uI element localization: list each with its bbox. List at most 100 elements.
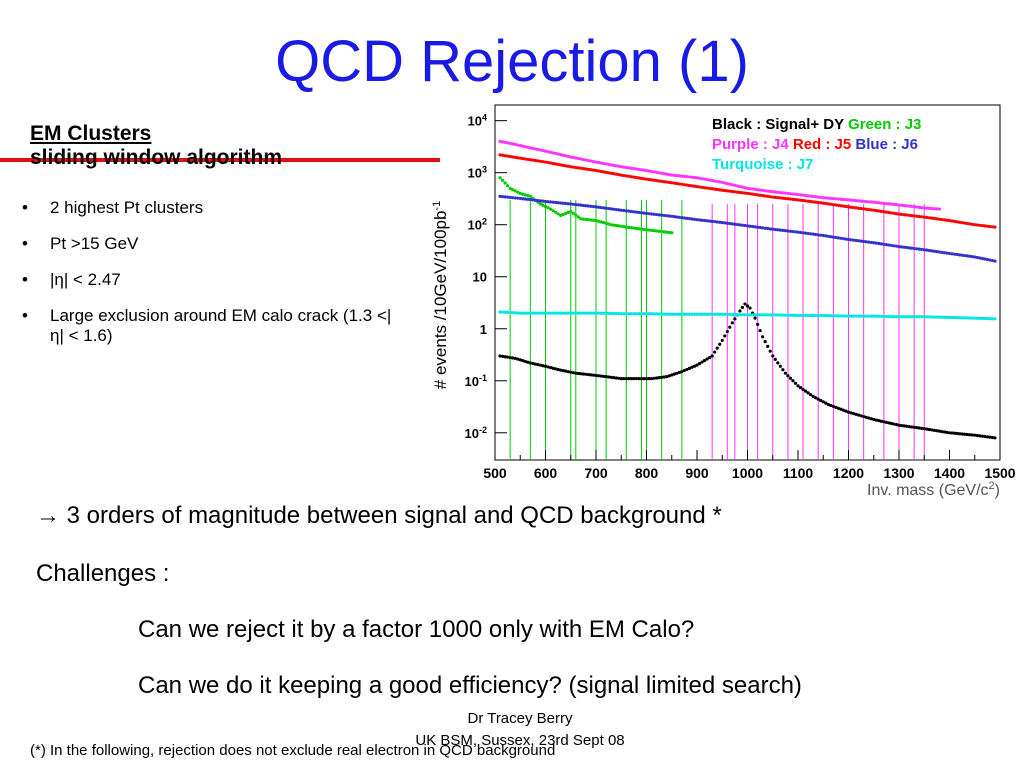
data-point [639, 312, 644, 316]
data-point [910, 213, 914, 218]
data-point [622, 312, 626, 316]
data-point [768, 227, 772, 231]
data-point [927, 248, 931, 253]
data-point [526, 360, 530, 364]
data-point [925, 315, 929, 319]
data-point [652, 376, 656, 380]
data-point [960, 432, 964, 436]
data-point [834, 235, 838, 240]
data-point [796, 230, 800, 234]
data-point [548, 207, 553, 211]
data-point [902, 315, 906, 319]
data-point [869, 208, 873, 212]
data-point [910, 246, 914, 250]
data-point [715, 187, 719, 192]
data-point [738, 223, 742, 227]
data-point [836, 314, 840, 318]
data-point [541, 311, 545, 315]
data-point [624, 312, 628, 316]
data-point [624, 174, 628, 178]
data-point [561, 369, 565, 373]
data-point [662, 172, 666, 176]
data-point [649, 228, 654, 232]
data-point [586, 204, 591, 208]
data-point [887, 243, 891, 247]
data-point [864, 415, 868, 419]
legend-entry: Purple : J4 [712, 136, 789, 153]
data-point [576, 215, 580, 219]
data-point [513, 196, 517, 200]
data-point [783, 196, 787, 201]
data-point [506, 184, 510, 188]
data-point [829, 196, 833, 200]
data-point [566, 210, 570, 215]
data-point [750, 313, 755, 317]
data-point [940, 315, 944, 319]
data-point [970, 255, 974, 259]
data-point [657, 171, 661, 175]
data-point [551, 209, 555, 213]
data-point [857, 413, 861, 417]
data-point [937, 207, 942, 211]
data-point [927, 206, 931, 210]
data-point [735, 313, 739, 317]
data-point [521, 144, 525, 148]
data-point [970, 316, 974, 320]
data-point [672, 173, 676, 177]
data-point [548, 161, 553, 165]
data-point [723, 221, 727, 225]
data-point [831, 235, 835, 239]
data-point [682, 216, 686, 220]
data-point [851, 205, 856, 210]
data-point [947, 315, 952, 320]
data-point [569, 209, 573, 214]
data-point [735, 222, 739, 227]
data-point [783, 229, 787, 233]
data-point [518, 156, 522, 160]
data-point [882, 201, 886, 205]
data-point [781, 368, 785, 372]
data-point [801, 231, 805, 235]
data-point [586, 167, 591, 171]
data-point [887, 314, 891, 319]
data-point [670, 173, 674, 177]
data-point [677, 215, 681, 219]
data-point [798, 193, 803, 197]
data-point [639, 176, 644, 180]
data-point [634, 175, 638, 180]
author-name: Dr Tracey Berry [467, 710, 573, 727]
data-point [607, 375, 611, 379]
bullet-item: Large exclusion around EM calo crack (1.… [22, 306, 392, 346]
data-point [571, 165, 575, 169]
data-point [705, 186, 709, 190]
data-point [700, 185, 704, 189]
data-point [682, 312, 686, 316]
data-point [559, 153, 563, 157]
data-point [778, 364, 782, 368]
x-tick-label: 1000 [732, 465, 763, 481]
data-point [710, 219, 714, 223]
data-point [728, 182, 732, 186]
data-point [740, 313, 745, 317]
data-point [894, 315, 899, 319]
data-point [793, 192, 798, 196]
data-point [854, 198, 858, 203]
data-point [826, 196, 830, 200]
data-point [660, 171, 664, 175]
data-point [718, 220, 722, 224]
data-point [660, 229, 664, 234]
data-point [851, 411, 856, 416]
data-point [740, 185, 745, 189]
data-point [652, 178, 656, 182]
data-point [617, 164, 621, 168]
data-point [526, 145, 530, 149]
data-point [657, 376, 661, 380]
data-point [942, 218, 947, 222]
data-point [599, 311, 603, 315]
data-point [814, 195, 818, 199]
data-point [968, 222, 972, 226]
data-point [554, 162, 558, 166]
data-point [692, 175, 697, 180]
data-point [730, 222, 734, 226]
data-point [604, 170, 608, 174]
